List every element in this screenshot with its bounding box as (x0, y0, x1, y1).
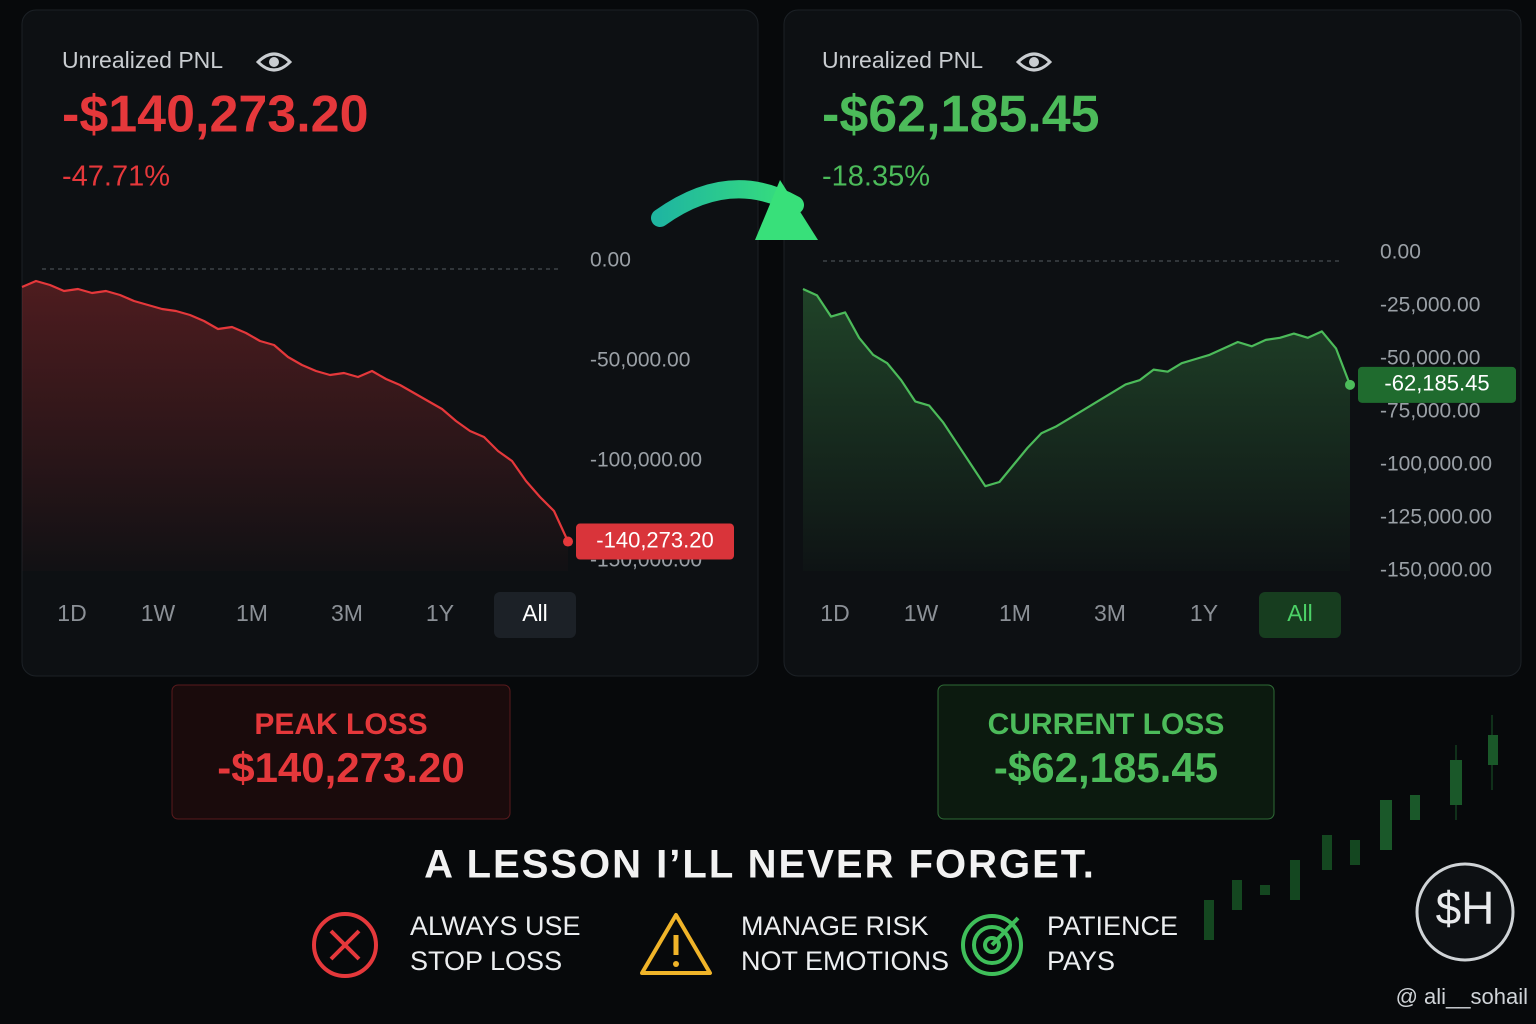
panel-title: Unrealized PNL (62, 47, 223, 73)
panel-title: Unrealized PNL (822, 47, 983, 73)
range-button[interactable]: 1M (236, 600, 268, 626)
y-tick-label: -100,000.00 (590, 449, 702, 472)
logo-ring (1415, 862, 1515, 962)
lesson-title: A LESSON I’LL NEVER FORGET. (424, 843, 1096, 887)
pnl-change: -18.35% (822, 161, 930, 193)
end-point (1345, 379, 1355, 390)
icon-target (961, 914, 1023, 976)
y-tick-label: -100,000.00 (1380, 453, 1492, 476)
tip-line: PAYS (1047, 946, 1115, 976)
y-tick-label: -125,000.00 (1380, 506, 1492, 529)
area (22, 281, 568, 571)
y-tick-label: -50,000.00 (1380, 347, 1480, 370)
eye-icon (269, 57, 279, 67)
range-button[interactable]: 1W (904, 600, 939, 626)
y-tick-label: 0.00 (590, 249, 631, 272)
value-label: -62,185.45 (1384, 371, 1489, 396)
arrow-head (755, 180, 818, 240)
summary-value: -$62,185.45 (994, 744, 1218, 791)
eye-icon (1029, 57, 1039, 67)
range-button[interactable]: 1Y (1190, 600, 1218, 626)
y-tick-label: -150,000.00 (1380, 559, 1492, 582)
range-button[interactable]: 1D (820, 600, 849, 626)
range-button[interactable]: 3M (1094, 600, 1126, 626)
eye-icon (1015, 52, 1053, 72)
summary-box (171, 684, 511, 820)
tip-line: PATIENCE (1047, 911, 1178, 941)
end-point (563, 536, 573, 547)
tip-line: ALWAYS USE (410, 911, 581, 941)
range-button[interactable]: All (522, 600, 548, 626)
tip-line: MANAGE RISK (741, 911, 929, 941)
icon-warning (640, 913, 712, 975)
summary-box (937, 684, 1275, 820)
logo: $H (1436, 882, 1495, 934)
watermark: @ ali__sohail (1396, 984, 1528, 1009)
y-tick-label: -50,000.00 (590, 349, 690, 372)
pnl-change: -47.71% (62, 161, 170, 193)
y-tick-label: -75,000.00 (1380, 400, 1480, 423)
value-badge (1358, 366, 1516, 403)
range-button[interactable]: All (1287, 600, 1313, 626)
value-badge (576, 523, 734, 560)
range-button[interactable]: 1D (57, 600, 86, 626)
range-active (1259, 592, 1341, 638)
line (21, 279, 569, 542)
line (802, 287, 1352, 488)
pnl-value: -$62,185.45 (822, 86, 1100, 144)
y-tick-label: -25,000.00 (1380, 294, 1480, 317)
summary-label: PEAK LOSS (254, 708, 427, 741)
pnl-value: -$140,273.20 (62, 86, 369, 144)
summary-label: CURRENT LOSS (988, 708, 1225, 741)
summary-value: -$140,273.20 (217, 744, 465, 791)
tip-line: STOP LOSS (410, 946, 562, 976)
value-label: -140,273.20 (596, 527, 713, 552)
tip-line: NOT EMOTIONS (741, 946, 949, 976)
range-button[interactable]: 1W (141, 600, 176, 626)
y-tick-label: 0.00 (1380, 241, 1421, 264)
candles-decoration (1204, 715, 1498, 940)
range-button[interactable]: 1M (999, 600, 1031, 626)
area (803, 289, 1350, 571)
range-active (494, 592, 576, 638)
range-button[interactable]: 3M (331, 600, 363, 626)
range-button[interactable]: 1Y (426, 600, 454, 626)
icon-stop (312, 912, 378, 978)
eye-icon (255, 52, 293, 72)
